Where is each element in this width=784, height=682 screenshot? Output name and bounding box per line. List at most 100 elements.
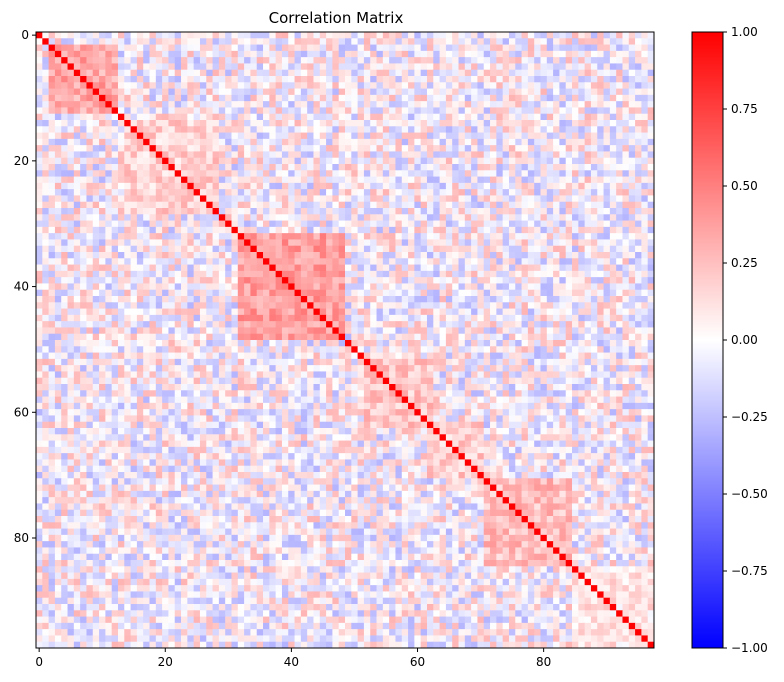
heatmap-cell xyxy=(326,176,333,184)
heatmap-cell xyxy=(307,88,314,96)
heatmap-cell xyxy=(67,176,75,184)
heatmap-cell xyxy=(641,32,649,39)
heatmap-cell xyxy=(572,283,579,291)
heatmap-cell xyxy=(389,233,396,240)
heatmap-cell xyxy=(483,145,491,152)
heatmap-cell xyxy=(36,63,43,71)
heatmap-cell xyxy=(553,107,560,115)
heatmap-cell xyxy=(420,57,428,64)
heatmap-cell xyxy=(231,208,239,215)
heatmap-cell xyxy=(250,157,258,165)
heatmap-cell xyxy=(136,233,144,240)
heatmap-cell xyxy=(534,245,541,253)
heatmap-cell xyxy=(281,258,289,265)
heatmap-cell xyxy=(275,189,283,196)
heatmap-cell xyxy=(483,138,491,146)
heatmap-cell xyxy=(553,340,560,347)
heatmap-cell xyxy=(527,214,535,221)
heatmap-cell xyxy=(401,189,409,196)
heatmap-cell xyxy=(187,157,195,165)
heatmap-cell xyxy=(36,327,43,335)
heatmap-cell xyxy=(483,289,491,297)
heatmap-cell xyxy=(357,333,365,341)
heatmap-cell xyxy=(130,63,138,71)
heatmap-cell xyxy=(124,32,131,39)
heatmap-cell xyxy=(54,76,62,83)
heatmap-cell xyxy=(149,176,157,184)
heatmap-cell xyxy=(578,50,586,58)
heatmap-cell xyxy=(502,333,510,341)
heatmap-cell xyxy=(496,283,504,291)
heatmap-cell xyxy=(80,138,87,146)
heatmap-cell xyxy=(275,57,283,64)
heatmap-cell xyxy=(578,182,586,190)
heatmap-cell xyxy=(61,138,68,146)
heatmap-cell xyxy=(628,321,636,328)
heatmap-cell xyxy=(452,321,459,328)
heatmap-cell xyxy=(237,182,245,190)
heatmap-cell xyxy=(527,50,535,58)
heatmap-cell xyxy=(199,44,207,52)
heatmap-cell xyxy=(635,264,642,272)
heatmap-cell xyxy=(426,270,434,278)
heatmap-cell xyxy=(546,126,554,133)
heatmap-cell xyxy=(363,94,371,102)
heatmap-cell xyxy=(187,233,195,240)
heatmap-cell xyxy=(199,233,207,240)
heatmap-cell xyxy=(294,346,302,353)
heatmap-cell xyxy=(590,220,598,228)
heatmap-cell xyxy=(508,220,516,228)
heatmap-cell xyxy=(408,138,415,146)
heatmap-cell xyxy=(433,314,440,322)
heatmap-cell xyxy=(162,264,169,272)
heatmap-cell xyxy=(124,346,131,353)
heatmap-cell xyxy=(345,138,352,146)
heatmap-cell xyxy=(389,57,396,64)
heatmap-cell xyxy=(237,296,245,303)
heatmap-cell xyxy=(149,258,157,265)
heatmap-cell xyxy=(357,327,365,335)
heatmap-cell xyxy=(300,195,308,203)
heatmap-cell xyxy=(300,220,308,228)
heatmap-cell xyxy=(155,182,163,190)
heatmap-cell xyxy=(307,308,314,316)
heatmap-cell xyxy=(187,314,195,322)
heatmap-cell xyxy=(477,44,485,52)
heatmap-cell xyxy=(515,258,522,265)
heatmap-cell xyxy=(36,151,43,159)
heatmap-cell xyxy=(616,126,623,133)
heatmap-cell xyxy=(237,189,245,196)
heatmap-cell xyxy=(307,189,314,196)
heatmap-cell xyxy=(294,208,302,215)
heatmap-cell xyxy=(124,327,131,335)
heatmap-cell xyxy=(231,346,239,353)
heatmap-cell xyxy=(414,157,422,165)
heatmap-cell xyxy=(445,88,453,96)
heatmap-cell xyxy=(376,189,384,196)
heatmap-cell xyxy=(408,113,415,121)
heatmap-cell xyxy=(313,94,321,102)
heatmap-cell xyxy=(199,346,207,353)
heatmap-cell xyxy=(483,333,491,341)
heatmap-cell xyxy=(458,138,466,146)
heatmap-cell xyxy=(86,258,94,265)
heatmap-cell xyxy=(622,195,630,203)
heatmap-cell xyxy=(124,321,131,328)
heatmap-cell xyxy=(408,107,415,115)
heatmap-cell xyxy=(357,226,365,234)
heatmap-cell xyxy=(426,82,434,89)
heatmap-cell xyxy=(370,170,377,177)
heatmap-cell xyxy=(143,258,150,265)
heatmap-cell xyxy=(143,182,150,190)
heatmap-cell xyxy=(162,239,169,247)
heatmap-cell xyxy=(408,245,415,253)
heatmap-cell xyxy=(67,264,75,272)
heatmap-cell xyxy=(464,94,472,102)
heatmap-cell xyxy=(332,214,340,221)
heatmap-cell xyxy=(143,57,150,64)
heatmap-cell xyxy=(338,277,346,284)
heatmap-cell xyxy=(628,314,636,322)
heatmap-cell xyxy=(426,226,434,234)
heatmap-cell xyxy=(80,233,87,240)
heatmap-cell xyxy=(275,226,283,234)
